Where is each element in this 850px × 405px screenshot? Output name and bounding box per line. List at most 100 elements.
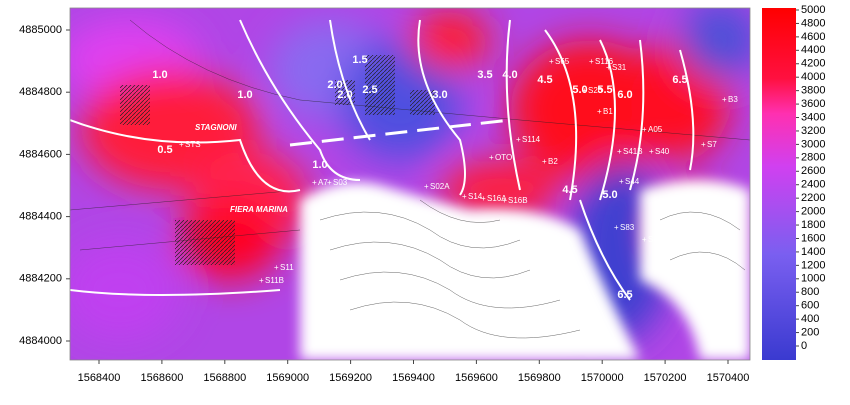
contour-label: 0.5	[157, 144, 172, 156]
well-marker: +	[619, 177, 624, 186]
colorbar-label: 3200	[801, 125, 825, 137]
contour-label: 1.0	[312, 159, 327, 171]
well-label: S40	[655, 147, 670, 156]
well-marker: +	[582, 86, 587, 95]
colorbar-label: 4200	[801, 58, 825, 70]
well-label: S116	[595, 57, 614, 66]
x-tick-label: 1570000	[581, 372, 624, 384]
colorbar-label: 400	[801, 313, 819, 325]
colorbar-label: 4400	[801, 44, 825, 56]
contour-label: 4.0	[502, 69, 517, 81]
x-tick-label: 1569600	[455, 372, 498, 384]
well-marker: +	[502, 196, 507, 205]
colorbar-label: 3600	[801, 98, 825, 110]
well-marker: +	[274, 263, 279, 272]
x-tick-label: 1569400	[392, 372, 435, 384]
terrain-area	[300, 182, 640, 360]
well-marker: +	[489, 153, 494, 162]
colorbar-label: 3000	[801, 138, 825, 150]
well-marker: +	[722, 95, 727, 104]
contour-label: 3.5	[477, 69, 492, 81]
well-marker: +	[589, 57, 594, 66]
contour-label: 5.0	[572, 84, 587, 96]
well-label: B2	[548, 157, 558, 166]
x-tick-label: 1569000	[266, 372, 309, 384]
contour-label: 5.5	[597, 84, 612, 96]
x-tick-label: 1568600	[140, 372, 183, 384]
map-area	[70, 8, 750, 360]
place-label: FIERA MARINA	[230, 205, 288, 214]
well-label: S16A	[487, 194, 507, 203]
well-label: S11	[280, 263, 294, 272]
colorbar-label: 2400	[801, 179, 825, 191]
x-tick-label: 1570400	[707, 372, 750, 384]
contour-label: 6.5	[672, 74, 687, 86]
y-tick-label: 4884600	[19, 148, 62, 160]
well-label: S03	[333, 178, 348, 187]
terrain-area	[640, 180, 750, 360]
well-marker: +	[542, 157, 547, 166]
well-label: OTO	[495, 153, 512, 162]
well-label: S31	[612, 63, 627, 72]
well-marker: +	[516, 135, 521, 144]
y-tick-label: 4884200	[19, 273, 62, 285]
well-marker: +	[597, 107, 602, 116]
well-label: S65	[555, 57, 570, 66]
colorbar-label: 1400	[801, 246, 825, 258]
well-label: S16B	[508, 196, 528, 205]
contour-label: 2.5	[362, 84, 377, 96]
buildings	[120, 55, 435, 265]
colorbar	[762, 8, 796, 360]
colorbar-label: 800	[801, 286, 819, 298]
y-tick-label: 4884000	[19, 335, 62, 347]
y-tick-label: 4884400	[19, 211, 62, 223]
well-marker: +	[327, 178, 332, 187]
well-marker: +	[549, 57, 554, 66]
x-tick-label: 1568400	[78, 372, 121, 384]
contour-label: 5.0	[602, 189, 617, 201]
x-tick-label: 1569200	[329, 372, 372, 384]
well-label: S44	[625, 177, 640, 186]
well-marker: +	[462, 192, 467, 201]
well-marker: +	[259, 276, 264, 285]
colorbar-label: 600	[801, 300, 819, 312]
contour-label: 1.0	[152, 69, 167, 81]
colorbar-label: 4800	[801, 17, 825, 29]
well-marker: +	[481, 194, 486, 203]
contour-label: 3.0	[432, 89, 447, 101]
contour-label: 2.0	[327, 79, 342, 91]
plot-frame	[69, 7, 751, 361]
contour-label: 1.0	[237, 89, 252, 101]
well-label: S02A	[430, 182, 450, 191]
contour-lines	[70, 19, 695, 301]
colorbar-label: 1000	[801, 273, 825, 285]
contour-label: 4.5	[537, 74, 552, 86]
colorbar-label: 5000	[801, 4, 825, 16]
contour-label: 4.5	[562, 184, 577, 196]
x-tick-label: 1569800	[518, 372, 561, 384]
well-label: S83	[620, 223, 635, 232]
x-tick-label: 1568800	[203, 372, 246, 384]
place-label: STAGNONI	[195, 123, 237, 132]
colorbar-label: 1800	[801, 219, 825, 231]
well-marker: +	[312, 178, 317, 187]
x-tick-label: 1570200	[644, 372, 687, 384]
well-label: B1	[603, 107, 613, 116]
well-marker: +	[642, 235, 647, 244]
contour-label: 6.0	[617, 89, 632, 101]
well-label: A7	[318, 178, 328, 187]
well-marker: +	[649, 147, 654, 156]
colorbar-label: 200	[801, 326, 819, 338]
colorbar-label: 4000	[801, 71, 825, 83]
well-marker: +	[614, 223, 619, 232]
contour-label: 2.0	[337, 89, 352, 101]
colorbar-label: 2600	[801, 165, 825, 177]
colorbar-label: 2000	[801, 206, 825, 218]
well-label: B3	[728, 95, 738, 104]
well-label: S114	[522, 135, 541, 144]
y-tick-label: 4885000	[19, 24, 62, 36]
well-marker: +	[642, 125, 647, 134]
well-label: S14	[468, 192, 483, 201]
colorbar-label: 1600	[801, 232, 825, 244]
